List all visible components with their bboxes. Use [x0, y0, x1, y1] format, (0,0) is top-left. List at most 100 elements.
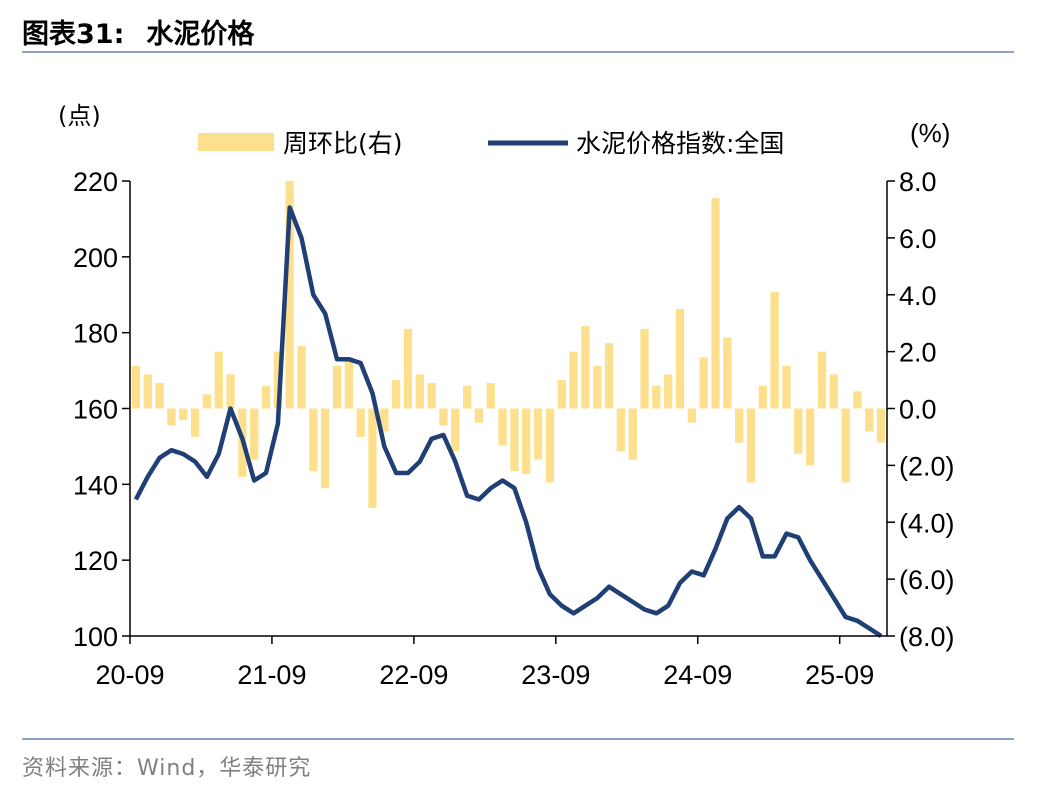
bar-2022-02	[332, 365, 342, 409]
legend-bar-label: 周环比(右)	[283, 129, 403, 158]
x-tick-label-24-09: 24-09	[663, 660, 732, 690]
figure-title: 图表31: 水泥价格	[22, 12, 254, 51]
x-tick-label-25-09: 25-09	[805, 660, 874, 690]
bar-2021-08	[261, 385, 271, 409]
bar-2022-09	[415, 374, 424, 409]
bar-2021-09	[273, 351, 282, 409]
bar-2025-07	[817, 351, 827, 409]
bar-2024-12	[735, 408, 744, 443]
left-tick-label-180: 180	[73, 319, 118, 349]
right-tick-label-8: 8.0	[899, 167, 937, 197]
bar-2023-02	[474, 408, 484, 423]
bar-2024-10	[711, 198, 720, 409]
bar-2023-05	[510, 408, 519, 472]
bar-2022-05	[368, 408, 377, 508]
bar-2023-06	[522, 408, 531, 474]
bar-2023-11	[581, 326, 590, 409]
bar-2023-01	[463, 385, 472, 409]
bar-2024-11	[723, 337, 732, 409]
bar-2021-01	[179, 408, 188, 420]
left-tick-label-220: 220	[73, 167, 118, 197]
right-tick-label-7: 6.0	[899, 224, 937, 254]
left-tick-label-120: 120	[73, 546, 118, 576]
bar-series-layer	[131, 181, 886, 508]
footer-rule	[22, 738, 1014, 740]
bar-2022-12	[451, 408, 460, 452]
bar-2023-10	[569, 351, 578, 409]
bar-2021-02	[190, 408, 200, 437]
bar-2021-04	[214, 351, 223, 409]
bar-2024-04	[640, 328, 649, 409]
bar-2022-11	[439, 408, 448, 426]
left-tick-label-200: 200	[73, 243, 118, 273]
right-tick-label-4: 0.0	[899, 395, 937, 425]
bar-2021-03	[202, 394, 211, 409]
bar-2023-07	[533, 408, 543, 460]
bar-2023-12	[593, 365, 602, 409]
bar-2024-09	[699, 357, 708, 409]
axes-layer: 100 120 140 160 180 200 220 (8.0) (6.0) (4.0) (2.0…	[73, 167, 955, 690]
bar-2024-08	[687, 408, 696, 423]
bar-2025-05	[794, 408, 803, 454]
right-axis-unit: (%)	[910, 118, 950, 148]
bar-2022-06	[380, 408, 389, 432]
x-tick-label-20-09: 20-09	[95, 660, 164, 690]
bar-2020-10	[143, 374, 152, 409]
line-series-layer	[133, 205, 883, 638]
bar-2024-05	[652, 385, 661, 409]
right-tick-label-5: 2.0	[899, 338, 937, 368]
bar-2025-04	[782, 365, 791, 409]
right-tick-label-2: (4.0)	[899, 508, 955, 538]
source-note: 资料来源：Wind，华泰研究	[22, 756, 312, 781]
bar-2021-07	[250, 408, 259, 460]
left-axis-unit: (点)	[58, 102, 101, 130]
line-cement-price-index	[133, 205, 883, 638]
bar-2024-07	[675, 309, 685, 409]
bar-2021-11	[297, 345, 306, 409]
figure-number: 图表31:	[22, 19, 125, 50]
right-tick-label-6: 4.0	[899, 281, 937, 311]
bar-2024-03	[628, 408, 637, 460]
header-rule	[22, 51, 1014, 53]
right-tick-label-0: (8.0)	[899, 622, 955, 652]
bar-2025-03	[770, 291, 779, 409]
bar-2020-09	[131, 365, 141, 409]
figure-title-text: 水泥价格	[146, 19, 255, 50]
bar-2025-02	[758, 385, 767, 409]
right-tick-label-3: (2.0)	[899, 451, 955, 481]
bar-2024-02	[616, 408, 625, 452]
bar-2025-08	[829, 374, 838, 409]
bar-2022-04	[356, 408, 365, 437]
bar-2021-10	[285, 181, 294, 409]
bar-2020-12	[167, 408, 176, 426]
bar-2024-01	[604, 343, 614, 409]
left-tick-label-160: 160	[73, 395, 118, 425]
bar-2024-06	[664, 374, 673, 409]
bar-2025-09	[841, 408, 850, 483]
bar-2023-03	[486, 382, 495, 409]
bar-2025-11	[865, 408, 874, 432]
bar-2025-01	[746, 408, 756, 483]
bar-2023-09	[557, 380, 566, 409]
left-tick-label-140: 140	[73, 470, 118, 500]
bar-2022-01	[321, 408, 330, 489]
bar-2022-07	[392, 380, 401, 409]
bar-2025-06	[806, 408, 815, 466]
bar-2021-12	[309, 408, 318, 472]
bar-2022-03	[344, 357, 353, 409]
bar-2023-08	[545, 408, 555, 483]
x-tick-label-21-09: 21-09	[237, 660, 306, 690]
bar-2020-11	[155, 382, 164, 409]
right-tick-label-1: (6.0)	[899, 565, 955, 595]
left-tick-label-100: 100	[73, 622, 118, 652]
bar-2022-08	[403, 328, 413, 409]
x-tick-label-23-09: 23-09	[521, 660, 590, 690]
legend-bar-swatch	[198, 133, 274, 151]
x-tick-label-22-09: 22-09	[379, 660, 448, 690]
legend-line-label: 水泥价格指数:全国	[576, 129, 784, 158]
bar-2025-10	[853, 391, 862, 409]
bar-2025-12	[876, 408, 886, 443]
bar-2022-10	[427, 382, 436, 409]
bar-2023-04	[498, 408, 507, 446]
